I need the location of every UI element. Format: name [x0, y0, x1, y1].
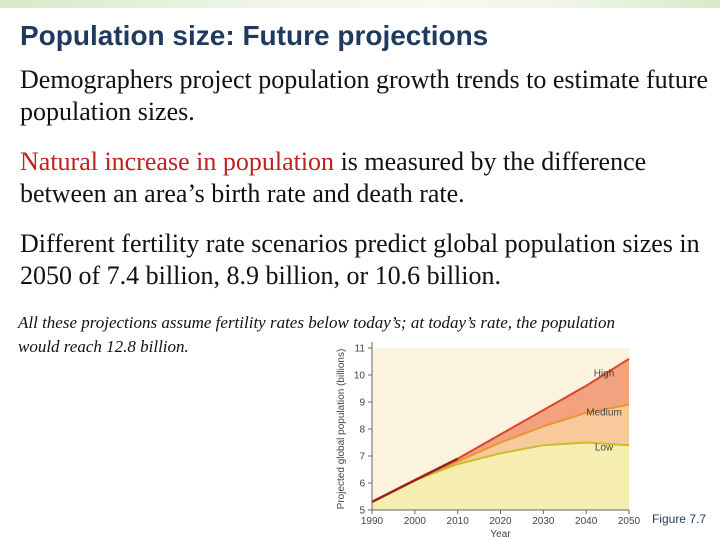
- series-label-low: Low: [595, 443, 614, 454]
- x-tick-label: 2010: [447, 516, 470, 527]
- top-decor-bar: [0, 0, 720, 8]
- y-axis-title: Projected global population (billions): [336, 349, 347, 510]
- y-tick-label: 9: [359, 398, 365, 409]
- y-tick-label: 7: [359, 452, 365, 463]
- y-tick-label: 5: [359, 506, 365, 517]
- paragraph-natural-increase: Natural increase in population is measur…: [20, 146, 710, 210]
- series-label-medium: Medium: [586, 408, 622, 419]
- figure-label: Figure 7.7: [651, 512, 706, 526]
- area-low: [372, 442, 629, 510]
- paragraph-fertility-scenarios: Different fertility rate scenarios predi…: [20, 229, 700, 290]
- y-tick-label: 6: [359, 479, 365, 490]
- x-tick-label: 2040: [575, 516, 598, 527]
- x-tick-label: 2020: [489, 516, 512, 527]
- historical-line: [371, 457, 459, 504]
- x-tick-label: 2000: [404, 516, 427, 527]
- footnote-projections: All these projections assume fertility r…: [18, 313, 615, 356]
- series-label-high: High: [594, 368, 615, 379]
- x-tick-label: 1990: [361, 516, 384, 527]
- paragraph-natural-increase-rest: is measured by the difference between an…: [20, 147, 647, 208]
- x-tick-label: 2030: [532, 516, 555, 527]
- slide-title: Population size: Future projections: [20, 20, 489, 51]
- y-tick-label: 11: [355, 344, 366, 355]
- x-axis-title: Year: [490, 529, 511, 540]
- y-tick-label: 10: [354, 371, 366, 382]
- x-tick-label: 2050: [618, 516, 641, 527]
- highlight-natural-increase: Natural increase in population: [20, 147, 335, 176]
- paragraph-projections: Demographers project population growth t…: [20, 65, 709, 126]
- y-tick-label: 8: [359, 425, 365, 436]
